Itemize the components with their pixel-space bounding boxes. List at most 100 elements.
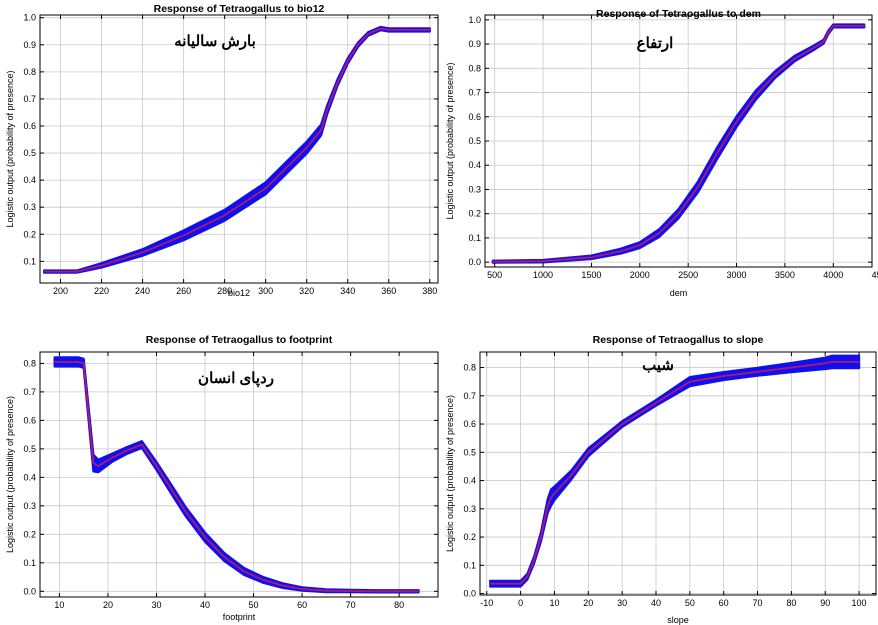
data-point (520, 583, 522, 585)
chart-title-footprint: Response of Tetraogallus to footprint (146, 334, 333, 346)
x-tick-label: 40 (651, 598, 661, 608)
x-tick-label: 200 (53, 286, 68, 296)
x-tick-label: 50 (249, 600, 259, 610)
data-point (533, 559, 535, 561)
x-tick-label: 60 (297, 600, 307, 610)
data-point (43, 271, 45, 273)
y-axis-label: Logistic output (probability of presence… (5, 70, 15, 227)
annotation-label: شیب (642, 357, 674, 374)
x-tick-label: 10 (549, 598, 559, 608)
data-point (813, 47, 815, 49)
y-tick-label: 0.1 (23, 256, 36, 266)
data-point (54, 361, 56, 363)
data-point (306, 147, 308, 149)
chart-footprint: 10 20 30 40 50 60 70 80 0.0 0.1 0.2 0.3 0.4 0.5 0.6 0.7… (5, 334, 439, 622)
plot-area (40, 352, 438, 597)
data-point (550, 496, 552, 499)
data-point (736, 121, 738, 123)
data-point (429, 29, 431, 31)
x-tick-label: 40 (200, 600, 210, 610)
data-point (112, 456, 114, 458)
y-tick-label: 0.8 (463, 363, 476, 373)
data-point (716, 152, 718, 154)
x-tick-label: 100 (852, 598, 867, 608)
data-point (265, 187, 267, 189)
data-point (756, 371, 759, 373)
data-point (183, 234, 185, 236)
x-axis-label: dem (670, 288, 688, 298)
y-tick-label: 0.5 (468, 136, 481, 146)
y-tick-label: 0.2 (23, 229, 36, 239)
chart-slope: -10 0 10 20 30 40 50 60 70 80 90 100 0.0 0.1 0.2 0.3 0.4… (445, 334, 877, 625)
data-point (824, 362, 826, 364)
data-point (92, 462, 94, 464)
y-tick-label: 0.4 (23, 175, 36, 185)
plot-area (40, 15, 438, 283)
x-tick-label: 30 (151, 600, 161, 610)
data-point (689, 381, 691, 383)
data-point (301, 588, 303, 590)
data-point (155, 465, 158, 467)
data-point (100, 264, 103, 266)
x-tick-label: 4000 (823, 270, 843, 280)
y-tick-label: 1.0 (23, 13, 36, 23)
data-point (223, 556, 225, 558)
x-tick-label: 280 (217, 286, 232, 296)
y-tick-label: 0.7 (23, 94, 36, 104)
data-point (388, 29, 390, 31)
y-tick-label: 0.6 (23, 415, 36, 425)
data-point (141, 444, 143, 446)
x-tick-label: 80 (394, 600, 404, 610)
data-point (590, 256, 592, 258)
x-tick-label: 90 (820, 598, 830, 608)
data-point (282, 585, 284, 587)
response-line (492, 24, 865, 263)
data-point (655, 402, 657, 404)
confidence-band (42, 25, 431, 274)
data-point (326, 109, 328, 111)
data-point (185, 510, 187, 513)
annotation-label: ردپای انسان (198, 370, 274, 388)
y-tick-label: 0.1 (468, 233, 481, 243)
data-point (492, 261, 494, 263)
data-point (347, 60, 349, 62)
x-tick-label: 240 (135, 286, 150, 296)
x-axis-label: bio12 (228, 288, 250, 298)
y-tick-label: 0.3 (23, 501, 36, 511)
y-tick-label: 0.8 (468, 63, 481, 73)
y-tick-label: 0.7 (468, 88, 481, 98)
data-point (489, 583, 491, 585)
x-tick-label: 380 (422, 286, 437, 296)
data-point (367, 33, 369, 35)
data-point (262, 579, 264, 581)
y-axis-label: Logistic output (probability of presence… (5, 396, 15, 553)
data-point (97, 465, 99, 467)
confidence-band (489, 354, 861, 588)
x-tick-label: 300 (258, 286, 273, 296)
y-tick-label: 0.8 (23, 358, 36, 368)
y-tick-label: 0.6 (23, 121, 36, 131)
data-point (126, 449, 128, 451)
plot-frame (479, 351, 877, 596)
data-point (697, 186, 699, 188)
confidence-band (491, 23, 866, 264)
x-tick-label: 1500 (581, 270, 601, 280)
x-tick-label: 10 (54, 600, 64, 610)
data-point (418, 590, 420, 592)
x-tick-label: 4500 (872, 270, 878, 280)
x-tick-label: -10 (480, 598, 493, 608)
x-tick-label: 20 (103, 600, 113, 610)
y-tick-label: 0.5 (23, 148, 36, 158)
data-point (336, 82, 339, 84)
data-point (832, 25, 834, 27)
data-point (204, 536, 206, 538)
data-point (755, 94, 757, 96)
y-tick-label: 0.1 (23, 558, 36, 568)
y-axis-label: Logistic output (probability of presence… (445, 395, 455, 552)
x-tick-label: 220 (94, 286, 109, 296)
chart-bio12: 200 220 240 260 280 300 320 340 360 380 0.1 0.2 0.3 0… (5, 3, 439, 298)
y-tick-label: 0.0 (468, 257, 481, 267)
data-point (587, 451, 589, 453)
data-point (408, 29, 410, 31)
data-point (553, 492, 556, 494)
